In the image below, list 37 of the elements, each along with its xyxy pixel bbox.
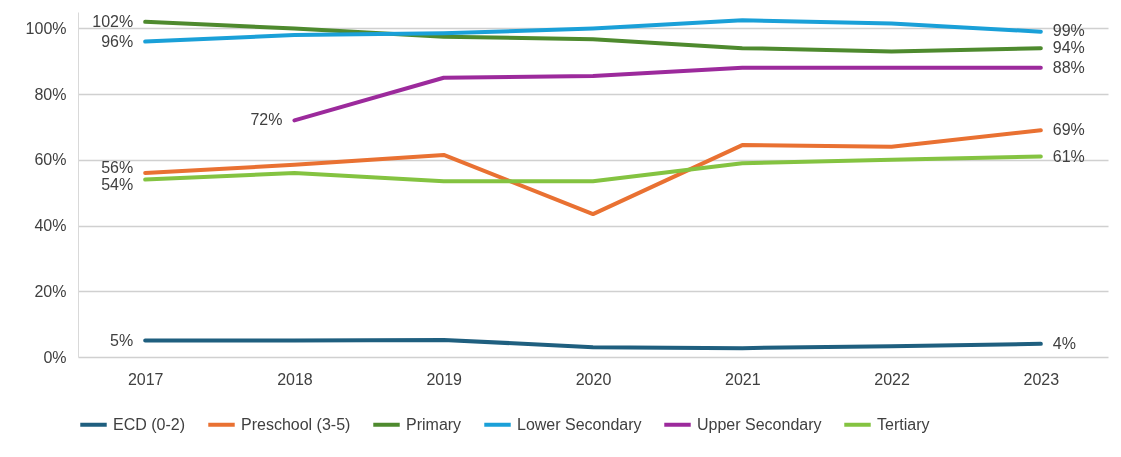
legend-label: Lower Secondary: [517, 415, 642, 433]
line-series: [292, 65, 1043, 123]
y-tick-label: 80%: [34, 85, 67, 103]
y-tick-label: 40%: [34, 217, 67, 235]
line-series: [143, 128, 1043, 217]
data-label: 4%: [1052, 334, 1076, 352]
legend-label: Upper Secondary: [697, 415, 822, 433]
y-tick-label: 20%: [34, 282, 67, 300]
y-tick-label: 60%: [34, 151, 67, 169]
legend-label: ECD (0-2): [113, 415, 186, 433]
data-label: 94%: [1052, 39, 1085, 57]
y-tick-label: 100%: [25, 19, 67, 37]
data-label: 56%: [101, 158, 134, 176]
y-tick-label: 0%: [43, 348, 67, 366]
x-tick-label: 2017: [127, 370, 164, 388]
x-tick-label: 2021: [724, 370, 761, 388]
line-series: [143, 19, 1043, 54]
x-tick-label: 2023: [1023, 370, 1060, 388]
legend-label: Tertiary: [877, 415, 930, 433]
data-label: 54%: [101, 175, 134, 193]
data-label: 5%: [110, 331, 134, 349]
x-tick-label: 2020: [575, 370, 612, 388]
data-label: 99%: [1052, 22, 1085, 40]
line-series: [143, 337, 1043, 351]
x-tick-label: 2019: [426, 370, 463, 388]
x-tick-label: 2022: [874, 370, 910, 388]
data-label: 88%: [1052, 58, 1085, 76]
data-label: 102%: [92, 12, 134, 30]
x-tick-label: 2018: [277, 370, 313, 388]
data-label: 69%: [1052, 121, 1085, 139]
legend-label: Primary: [406, 415, 462, 433]
data-label: 96%: [101, 32, 134, 50]
data-label: 72%: [250, 111, 283, 129]
line-series: [143, 154, 1043, 184]
legend-label: Preschool (3-5): [241, 415, 351, 433]
line-series: [143, 18, 1043, 44]
data-label: 61%: [1052, 147, 1085, 165]
